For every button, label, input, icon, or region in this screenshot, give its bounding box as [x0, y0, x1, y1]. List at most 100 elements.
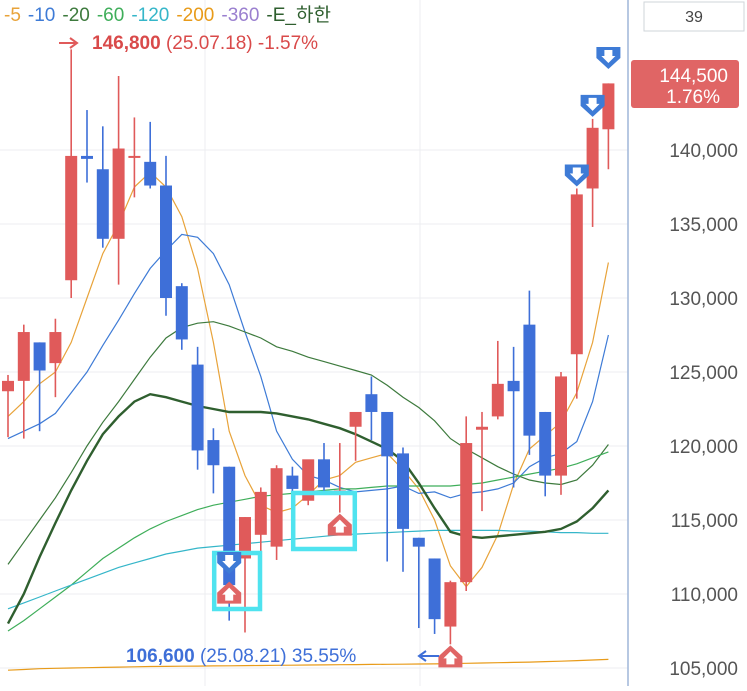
buy-signal-icon [327, 513, 352, 536]
down-arrow-icon [222, 555, 237, 568]
candles [2, 49, 615, 645]
highlight-box [290, 490, 358, 552]
candle-body [539, 411, 552, 476]
buy-signal-icon [438, 645, 463, 668]
sell-signal-icon [217, 552, 242, 574]
period-box[interactable] [643, 1, 745, 32]
price-axis: 140,000 135,000 130,000 125,000 120,000 115,0… [669, 141, 738, 680]
candle-body [191, 364, 204, 451]
candle-body [144, 161, 157, 186]
low-arrow-icon [417, 650, 427, 662]
candle-body [570, 194, 583, 355]
legend-item[interactable]: -10 [28, 5, 55, 26]
y-tick-label: 105,000 [669, 659, 738, 680]
candle-body [586, 127, 599, 189]
signal-markers [217, 47, 621, 668]
legend-item[interactable]: -360 [221, 5, 259, 26]
high-annotation: 146,800 (25.07.18) -1.57% [59, 33, 318, 54]
high-change: -1.57% [258, 33, 318, 54]
legend-dash: - [266, 5, 272, 26]
candle-body [65, 155, 78, 281]
period-value: 39 [685, 9, 703, 26]
legend-item[interactable]: -60 [97, 5, 124, 26]
y-tick-label: 115,000 [671, 511, 738, 532]
legend-dash: - [221, 5, 227, 26]
candle-body [397, 453, 409, 529]
y-tick-label: 130,000 [669, 289, 738, 310]
candle-body [17, 332, 30, 381]
legend-item[interactable]: -5 [4, 5, 21, 26]
low-annotation: 106,600 (25.08.21) 35.55% [126, 646, 439, 667]
y-tick-label: 120,000 [669, 437, 738, 458]
current-change: 1.76% [666, 87, 720, 108]
y-tick-label: 140,000 [669, 141, 738, 162]
down-arrow-icon [569, 167, 584, 181]
legend-label: 10 [34, 5, 55, 26]
candle-body [302, 459, 315, 501]
candle-body [460, 443, 473, 583]
legend-label: 120 [138, 5, 170, 26]
legend-dash: - [62, 5, 68, 26]
candle-body [555, 376, 567, 476]
candle-body [381, 411, 394, 457]
legend-dash: - [176, 5, 182, 26]
current-price-badge: 144,500 1.76% [631, 60, 739, 108]
sell-signal-icon [564, 164, 589, 187]
legend-item[interactable]: -120 [131, 5, 169, 26]
high-price: 146,800 [92, 33, 161, 54]
candle-body [239, 517, 251, 559]
legend[interactable]: -5 -10 -20 -60 -120 -200 -360 -E_하한 [4, 4, 331, 26]
candle-body [349, 411, 362, 427]
candle-body [318, 459, 330, 488]
low-change: 35.55% [292, 646, 357, 667]
legend-dash: - [131, 5, 137, 26]
up-arrow-icon [443, 651, 458, 665]
candle-body [128, 155, 141, 158]
candle-body [81, 155, 93, 159]
legend-dash: - [28, 5, 34, 26]
low-date: (25.08.21) [200, 646, 287, 667]
legend-label: 5 [10, 5, 21, 26]
y-tick-label: 135,000 [669, 215, 738, 236]
candle-body [33, 342, 46, 371]
legend-item[interactable]: -E_하한 [266, 4, 331, 26]
ma-line-1 [7, 233, 609, 499]
legend-label: 20 [69, 5, 90, 26]
current-price-box [631, 60, 739, 108]
up-arrow-icon [222, 587, 237, 601]
svg-text:146,800 (25.: 146,800 (25.07.18) -1.57% [92, 33, 318, 54]
moving-average-lines [6, 171, 610, 671]
candle-body [286, 475, 299, 489]
up-arrow-icon [332, 519, 347, 533]
candle-body [476, 426, 488, 430]
ma-line-6 [6, 392, 610, 625]
candle-body [523, 324, 536, 436]
down-arrow-icon [601, 50, 616, 63]
svg-text:106,600 (25.: 106,600 (25.08.21) 35.55% [126, 646, 356, 667]
candle-body [412, 537, 425, 547]
legend-dash: - [4, 5, 10, 26]
legend-item[interactable]: -20 [62, 5, 89, 26]
y-tick-label: 125,000 [669, 363, 738, 384]
candle-body [491, 383, 504, 417]
down-arrow-icon [585, 97, 600, 111]
candle-body [2, 380, 14, 392]
high-arrow-icon [69, 37, 79, 49]
ma-line-4 [7, 529, 609, 610]
ma-line-2 [7, 321, 609, 565]
ma-line-5 [7, 658, 609, 671]
candle-body [112, 148, 125, 239]
high-date: (25.07.18) [166, 33, 253, 54]
candle-body [160, 185, 172, 298]
candle-body [96, 169, 109, 239]
legend-label: 60 [103, 5, 124, 26]
legend-item[interactable]: -200 [176, 5, 214, 26]
candle-body [175, 286, 188, 340]
candle-body [602, 83, 615, 130]
sell-signal-icon [596, 47, 621, 69]
sell-signal-icon [580, 94, 605, 117]
legend-label: E_하한 [273, 4, 331, 26]
legend-label: 200 [183, 5, 215, 26]
